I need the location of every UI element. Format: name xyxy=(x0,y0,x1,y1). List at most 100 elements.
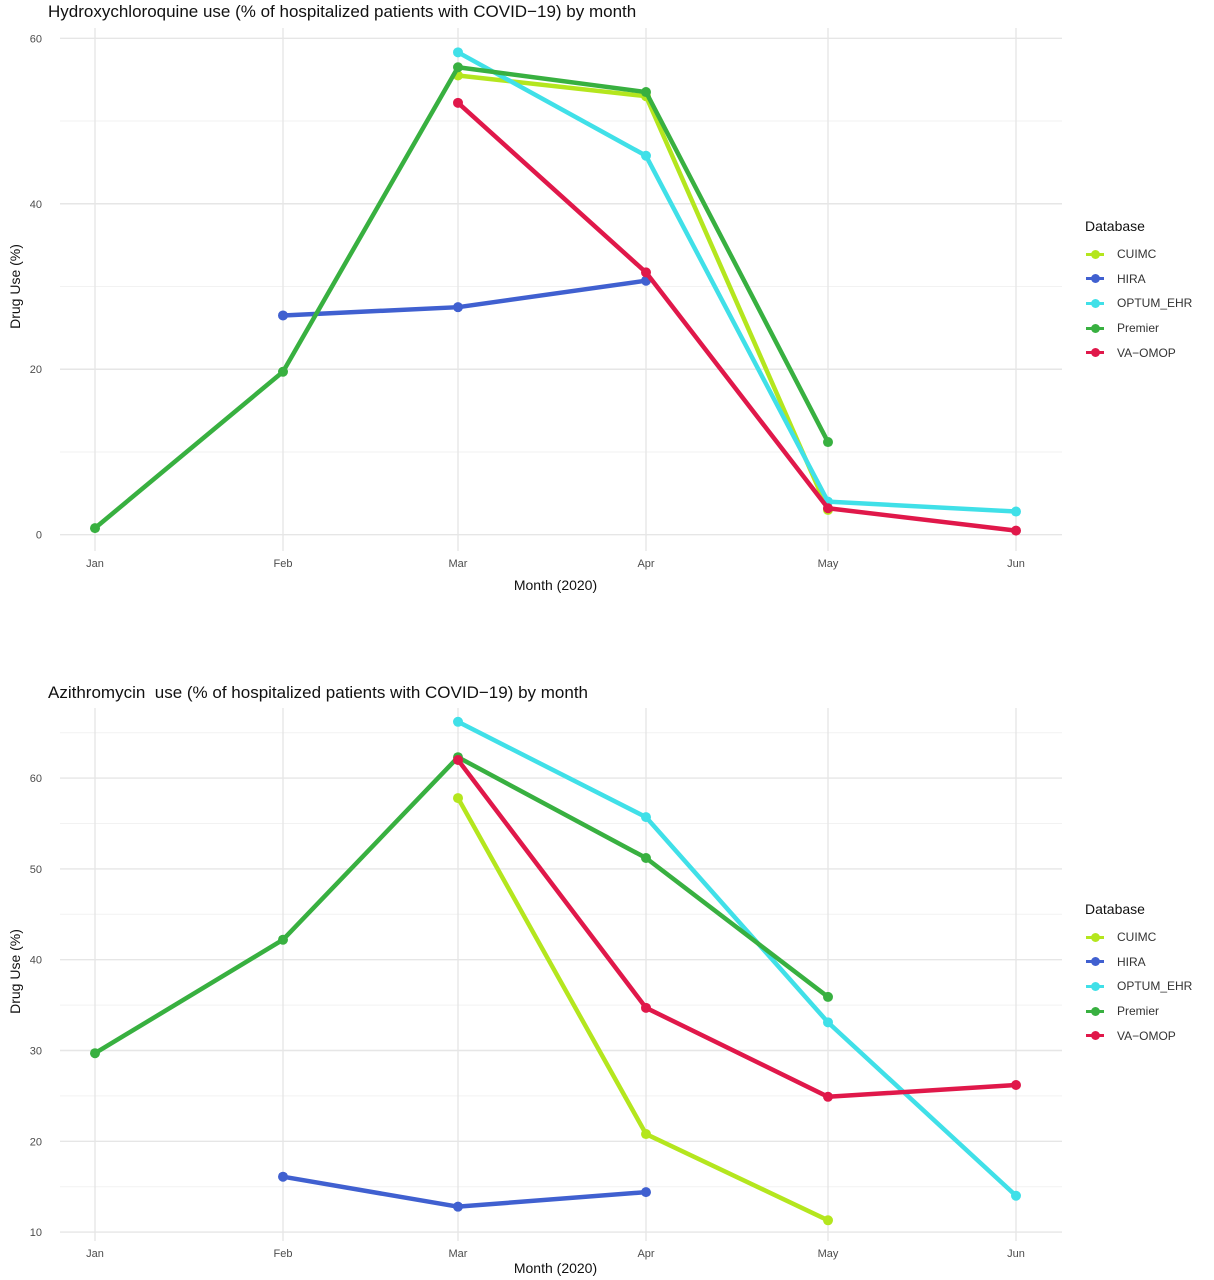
y-tick-label: 60 xyxy=(30,33,42,45)
x-tick-label: Apr xyxy=(637,558,654,570)
legend-item: OPTUM_EHR xyxy=(1085,974,1192,999)
data-point xyxy=(641,1129,651,1140)
x-tick-label: Jun xyxy=(1007,558,1025,570)
legend-key-icon xyxy=(1085,248,1105,260)
data-point xyxy=(1011,506,1021,517)
x-tick-label: May xyxy=(818,1248,839,1260)
legend-key-icon xyxy=(1085,297,1105,309)
series-line xyxy=(455,757,1019,1100)
y-axis-title: Drug Use (%) xyxy=(7,244,23,329)
y-tick-label: 20 xyxy=(30,1136,42,1148)
series-cuimc xyxy=(453,70,833,515)
legend-label: CUIMC xyxy=(1117,930,1157,945)
legend-item: CUIMC xyxy=(1085,925,1192,950)
series-line xyxy=(455,719,1019,1199)
legend: Database CUIMC HIRA OPTUM_EHR Premier VA−OMO… xyxy=(1085,901,1192,1048)
series-cuimc xyxy=(453,793,833,1226)
legend-label: HIRA xyxy=(1117,271,1146,286)
data-point xyxy=(278,934,288,945)
gridlines xyxy=(60,28,1062,551)
series-line xyxy=(455,73,831,513)
legend-key-icon xyxy=(1085,322,1105,334)
legend-label: VA−OMOP xyxy=(1117,1028,1176,1043)
data-point xyxy=(641,1002,651,1013)
series-optum-ehr xyxy=(453,47,1021,517)
x-tick-label: Apr xyxy=(637,1248,654,1260)
x-axis-title: Month (2020) xyxy=(514,577,597,593)
y-tick-label: 50 xyxy=(30,864,42,876)
data-point xyxy=(641,812,651,823)
legend: Database CUIMC HIRA OPTUM_EHR Premier VA−OMO… xyxy=(1085,218,1192,365)
data-point xyxy=(453,1201,463,1212)
x-axis-title: Month (2020) xyxy=(514,1260,597,1276)
legend-key-icon xyxy=(1085,980,1105,992)
data-point xyxy=(641,1187,651,1198)
data-point xyxy=(278,1171,288,1182)
legend-label: HIRA xyxy=(1117,954,1146,969)
hydroxychloroquine-plot: 0 20 40 60 Jan Feb Mar Apr May Jun Month (2020) Dru… xyxy=(7,28,1062,593)
x-tick-label: Mar xyxy=(449,1248,468,1260)
legend-title: Database xyxy=(1085,901,1145,917)
legend-label: VA−OMOP xyxy=(1117,345,1176,360)
series-line xyxy=(455,50,1019,514)
data-point xyxy=(90,1048,100,1059)
series-hira xyxy=(278,1171,651,1212)
series-va-omop xyxy=(453,97,1021,536)
y-tick-label: 10 xyxy=(30,1227,42,1239)
data-point xyxy=(641,87,651,98)
legend-key-icon xyxy=(1085,956,1105,968)
data-point xyxy=(823,991,833,1002)
y-axis-title: Drug Use (%) xyxy=(7,929,23,1014)
series-hira xyxy=(278,275,651,321)
legend-item: VA−OMOP xyxy=(1085,340,1192,365)
azithromycin-plot: 10 20 30 40 50 60 Jan Feb Mar Apr May Jun Month (202… xyxy=(7,708,1062,1276)
x-tick-label: Mar xyxy=(449,558,468,570)
y-tick-label: 0 xyxy=(36,530,42,542)
legend-key-icon xyxy=(1085,347,1105,359)
x-tick-label: Jun xyxy=(1007,1248,1025,1260)
data-point xyxy=(1011,1190,1021,1201)
legend-title: Database xyxy=(1085,218,1145,234)
data-point xyxy=(453,716,463,727)
data-point xyxy=(453,754,463,765)
data-point xyxy=(453,62,463,73)
series-line xyxy=(92,64,831,531)
hydroxychloroquine-chart: Hydroxychloroquine use (% of hospitalize… xyxy=(0,0,1214,600)
legend-item: VA−OMOP xyxy=(1085,1023,1192,1048)
data-point xyxy=(278,310,288,321)
data-point xyxy=(823,1091,833,1102)
y-tick-label: 60 xyxy=(30,773,42,785)
legend-item: Premier xyxy=(1085,316,1192,341)
legend-label: Premier xyxy=(1117,321,1160,336)
data-point xyxy=(278,366,288,377)
series-premier xyxy=(90,62,833,534)
series-line xyxy=(280,1174,649,1209)
data-point xyxy=(823,1215,833,1226)
legend-key-icon xyxy=(1085,273,1105,285)
gridlines xyxy=(60,708,1062,1241)
data-point xyxy=(453,302,463,313)
y-tick-label: 30 xyxy=(30,1045,42,1057)
data-point xyxy=(90,523,100,534)
data-point xyxy=(641,267,651,278)
y-tick-label: 20 xyxy=(30,364,42,376)
series-va-omop xyxy=(453,754,1021,1102)
data-point xyxy=(1011,525,1021,536)
data-point xyxy=(1011,1079,1021,1090)
legend-label: Premier xyxy=(1117,1004,1160,1019)
legend-label: CUIMC xyxy=(1117,247,1157,262)
x-tick-label: Jan xyxy=(86,1248,104,1260)
legend-label: OPTUM_EHR xyxy=(1117,979,1193,994)
data-point xyxy=(823,503,833,514)
x-tick-label: Feb xyxy=(274,558,293,570)
data-point xyxy=(453,47,463,58)
legend-item: HIRA xyxy=(1085,950,1192,975)
chart-title: Azithromycin use (% of hospitalized pati… xyxy=(48,683,588,702)
data-point xyxy=(453,97,463,108)
legend-item: CUIMC xyxy=(1085,242,1192,267)
chart-title: Hydroxychloroquine use (% of hospitalize… xyxy=(48,2,637,21)
x-tick-label: Jan xyxy=(86,558,104,570)
data-point xyxy=(453,793,463,804)
data-point xyxy=(823,437,833,448)
data-point xyxy=(641,853,651,864)
